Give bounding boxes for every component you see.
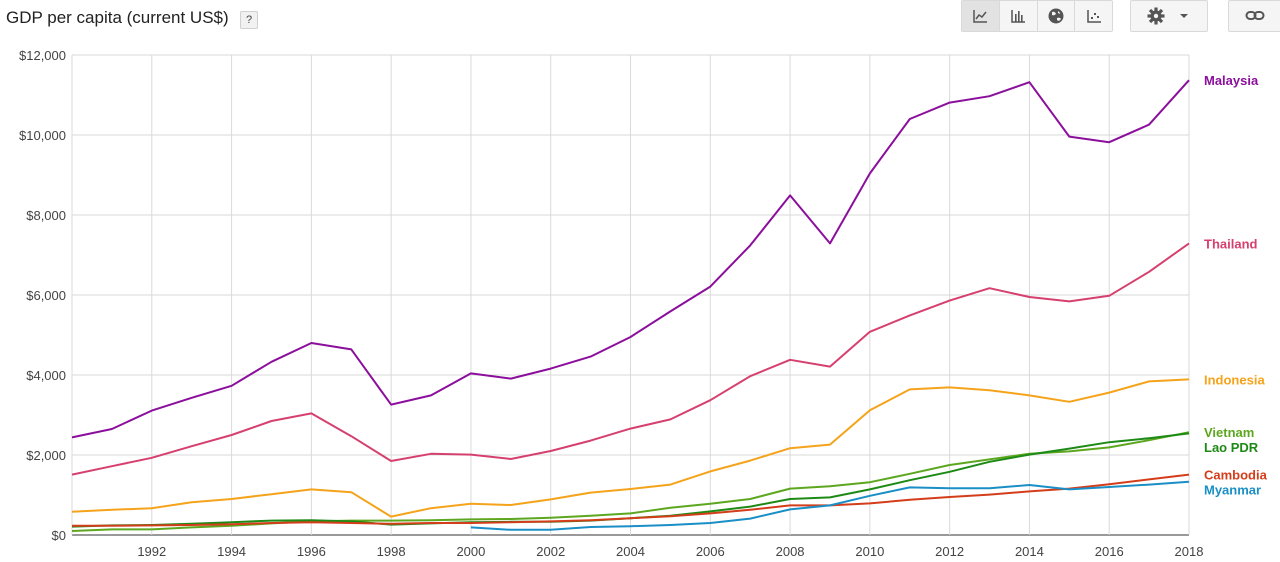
x-tick-label: 2008 [776,544,805,559]
series-lines [71,79,1190,532]
x-tick-label: 2018 [1175,544,1204,559]
y-tick-label: $4,000 [26,368,66,383]
settings-button[interactable] [1131,1,1207,31]
series-line-malaysia[interactable] [71,79,1190,439]
chart-title: GDP per capita (current US$) [6,8,229,27]
chart-header: GDP per capita (current US$) ? [0,0,1280,40]
x-tick-label: 2004 [616,544,645,559]
x-tick-label: 1994 [217,544,246,559]
x-tick-label: 2014 [1015,544,1044,559]
series-label-indonesia: Indonesia [1204,372,1265,387]
y-tick-label: $8,000 [26,208,66,223]
x-tick-label: 2012 [935,544,964,559]
line-chart-icon [973,10,988,23]
x-tick-label: 2010 [855,544,884,559]
grid [71,54,1190,536]
help-button[interactable]: ? [240,11,258,29]
bar-chart-button[interactable] [1000,1,1038,31]
caret-down-icon [1180,14,1188,18]
series-line-myanmar[interactable] [470,480,1190,531]
x-tick-label: 1996 [297,544,326,559]
gear-icon [1147,7,1165,25]
chart-type-toolbar [961,0,1113,32]
series-label-vietnam: Vietnam [1204,425,1254,440]
share-link-button[interactable] [1229,1,1280,31]
y-tick-label: $0 [52,528,66,543]
link-icon [1245,11,1265,20]
map-view-button[interactable] [1038,1,1076,31]
series-label-thailand: Thailand [1204,236,1258,251]
x-axis: 1992 1994 1996 1998 2000 2002 2004 2006 2008 2010… [137,544,1203,559]
x-tick-label: 2000 [456,544,485,559]
y-tick-label: $6,000 [26,288,66,303]
share-menu [1228,0,1280,32]
series-label-lao-pdr: Lao PDR [1204,440,1259,455]
bar-chart-icon [1011,10,1026,23]
series-line-cambodia[interactable] [72,473,1190,527]
series-label-malaysia: Malaysia [1204,73,1259,88]
x-tick-label: 2002 [536,544,565,559]
scatter-plot-icon [1086,10,1101,23]
y-tick-label: $10,000 [19,128,66,143]
series-label-myanmar: Myanmar [1204,483,1261,498]
scatter-plot-button[interactable] [1075,1,1112,31]
series-label-cambodia: Cambodia [1204,468,1268,483]
series-line-indonesia[interactable] [71,378,1190,518]
x-tick-label: 2006 [696,544,725,559]
y-tick-label: $12,000 [19,48,66,63]
globe-map-icon [1048,8,1064,24]
x-tick-label: 1998 [377,544,406,559]
settings-menu [1130,0,1208,32]
line-chart-button[interactable] [962,1,1000,31]
x-tick-label: 1992 [137,544,166,559]
series-line-thailand[interactable] [71,242,1190,476]
x-tick-label: 2016 [1095,544,1124,559]
y-axis: $0 $2,000 $4,000 $6,000 $8,000 $10,000 $12,000 [19,48,66,543]
y-tick-label: $2,000 [26,448,66,463]
